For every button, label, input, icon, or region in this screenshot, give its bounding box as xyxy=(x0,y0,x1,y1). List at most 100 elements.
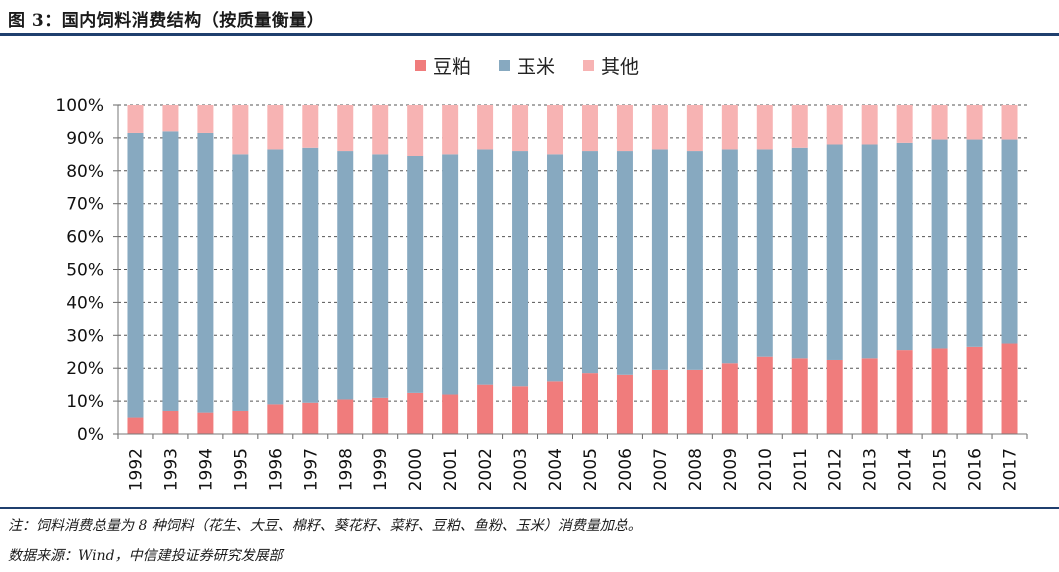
y-tick-label: 60% xyxy=(66,228,104,248)
bar-segment-other xyxy=(756,105,773,150)
y-tick-label: 10% xyxy=(66,392,104,412)
bar-segment-other xyxy=(127,105,144,133)
bar-segment-other xyxy=(232,105,249,155)
x-tick-label: 2000 xyxy=(406,448,426,491)
bar-segment-soymeal xyxy=(302,402,319,434)
x-tick-label: 1997 xyxy=(301,448,321,491)
bar-segment-corn xyxy=(302,147,319,403)
x-tick-label: 2009 xyxy=(721,448,741,491)
bar-segment-corn xyxy=(407,155,424,393)
x-tick-label: 1996 xyxy=(266,448,286,491)
x-tick-label: 1999 xyxy=(371,448,391,491)
bar-segment-soymeal xyxy=(616,374,633,434)
x-tick-label: 1995 xyxy=(231,448,251,491)
bar-segment-soymeal xyxy=(651,369,668,434)
x-tick-label: 1993 xyxy=(161,448,181,491)
bar-segment-soymeal xyxy=(896,350,913,434)
bar-segment-other xyxy=(337,105,354,152)
y-tick-label: 50% xyxy=(66,261,104,281)
x-tick-label: 1994 xyxy=(196,448,216,491)
x-tick-label: 2005 xyxy=(581,448,601,491)
y-tick-label: 30% xyxy=(66,326,104,346)
bar-segment-other xyxy=(686,105,703,152)
bar-segment-soymeal xyxy=(721,363,738,434)
x-tick-label: 2016 xyxy=(966,448,986,491)
bar-segment-soymeal xyxy=(931,348,948,434)
bar-segment-other xyxy=(547,105,564,155)
y-tick-label: 80% xyxy=(66,162,104,182)
bar-segment-other xyxy=(442,105,459,155)
x-tick-label: 2011 xyxy=(791,448,811,491)
x-tick-label: 2004 xyxy=(546,448,566,491)
bar-segment-other xyxy=(861,105,878,145)
bar-segment-corn xyxy=(337,151,354,400)
bar-segment-other xyxy=(826,105,843,145)
bar-segment-other xyxy=(896,105,913,143)
bar-segment-corn xyxy=(232,154,249,411)
bar-segment-soymeal xyxy=(756,356,773,434)
y-tick-label: 40% xyxy=(66,293,104,313)
bar-segment-corn xyxy=(721,149,738,364)
bars xyxy=(127,105,1018,434)
x-tick-label: 2001 xyxy=(441,448,461,491)
bar-segment-corn xyxy=(686,151,703,370)
data-source: 数据来源：Wind，中信建投证券研究发展部 xyxy=(8,548,283,564)
bar-segment-soymeal xyxy=(127,417,144,434)
stacked-bar-chart: 0%10%20%30%40%50%60%70%80%90%100% 1992 19… xyxy=(55,56,1028,491)
bar-segment-other xyxy=(581,105,598,152)
bar-segment-corn xyxy=(896,142,913,351)
bar-segment-soymeal xyxy=(791,358,808,434)
bar-segment-other xyxy=(931,105,948,140)
y-tick-label: 0% xyxy=(77,425,104,445)
x-axis: 1992 1993 1994 1995 1996 1997 1998 1999 2000 2001… xyxy=(117,433,1028,491)
x-tick-label: 2003 xyxy=(511,448,531,491)
bar-segment-other xyxy=(197,105,214,133)
x-tick-label: 2002 xyxy=(476,448,496,491)
x-tick-label: 2017 xyxy=(1001,448,1021,491)
header-rule xyxy=(0,33,1059,36)
bar-segment-soymeal xyxy=(267,404,284,434)
y-axis: 0% 10% 20% 30% 40% 50% 60% 70% 80% 90% 100% xyxy=(55,96,119,445)
bar-segment-corn xyxy=(372,154,389,398)
bar-segment-soymeal xyxy=(442,394,459,434)
bar-segment-corn xyxy=(442,154,459,395)
bar-segment-corn xyxy=(756,149,773,357)
bar-segment-other xyxy=(407,105,424,156)
bar-segment-soymeal xyxy=(337,399,354,434)
bar-segment-other xyxy=(1001,105,1018,140)
bar-segment-soymeal xyxy=(512,386,529,434)
bar-segment-other xyxy=(372,105,389,155)
bar-segment-other xyxy=(966,105,983,140)
bar-segment-corn xyxy=(581,151,598,374)
bar-segment-soymeal xyxy=(547,381,564,434)
bar-segment-corn xyxy=(966,139,983,347)
bar-segment-corn xyxy=(1001,139,1018,344)
y-tick-label: 90% xyxy=(66,129,104,149)
legend-swatch xyxy=(499,60,510,71)
x-tick-label: 2008 xyxy=(686,448,706,491)
bar-segment-other xyxy=(651,105,668,150)
x-tick-label: 2014 xyxy=(896,448,916,491)
y-tick-label: 100% xyxy=(55,96,104,116)
y-tick-label: 70% xyxy=(66,195,104,215)
bar-segment-other xyxy=(302,105,319,148)
legend: 豆粕 玉米 其他 xyxy=(415,56,639,78)
bar-segment-corn xyxy=(547,154,564,382)
bar-segment-soymeal xyxy=(826,359,843,434)
bar-segment-other xyxy=(616,105,633,152)
bar-segment-corn xyxy=(197,132,214,413)
bar-segment-soymeal xyxy=(162,410,179,434)
bar-segment-other xyxy=(267,105,284,150)
bar-segment-soymeal xyxy=(407,392,424,434)
x-tick-label: 2006 xyxy=(616,448,636,491)
legend-swatch xyxy=(583,60,594,71)
bar-segment-corn xyxy=(651,149,668,370)
bar-segment-corn xyxy=(267,149,284,405)
x-tick-label: 2007 xyxy=(651,448,671,491)
bar-segment-corn xyxy=(162,131,179,411)
legend-label: 豆粕 xyxy=(433,56,471,78)
bar-segment-corn xyxy=(861,144,878,359)
chart-title: 图 3：国内饲料消费结构（按质量衡量） xyxy=(8,11,325,31)
bar-segment-corn xyxy=(127,132,144,418)
bar-segment-other xyxy=(512,105,529,152)
